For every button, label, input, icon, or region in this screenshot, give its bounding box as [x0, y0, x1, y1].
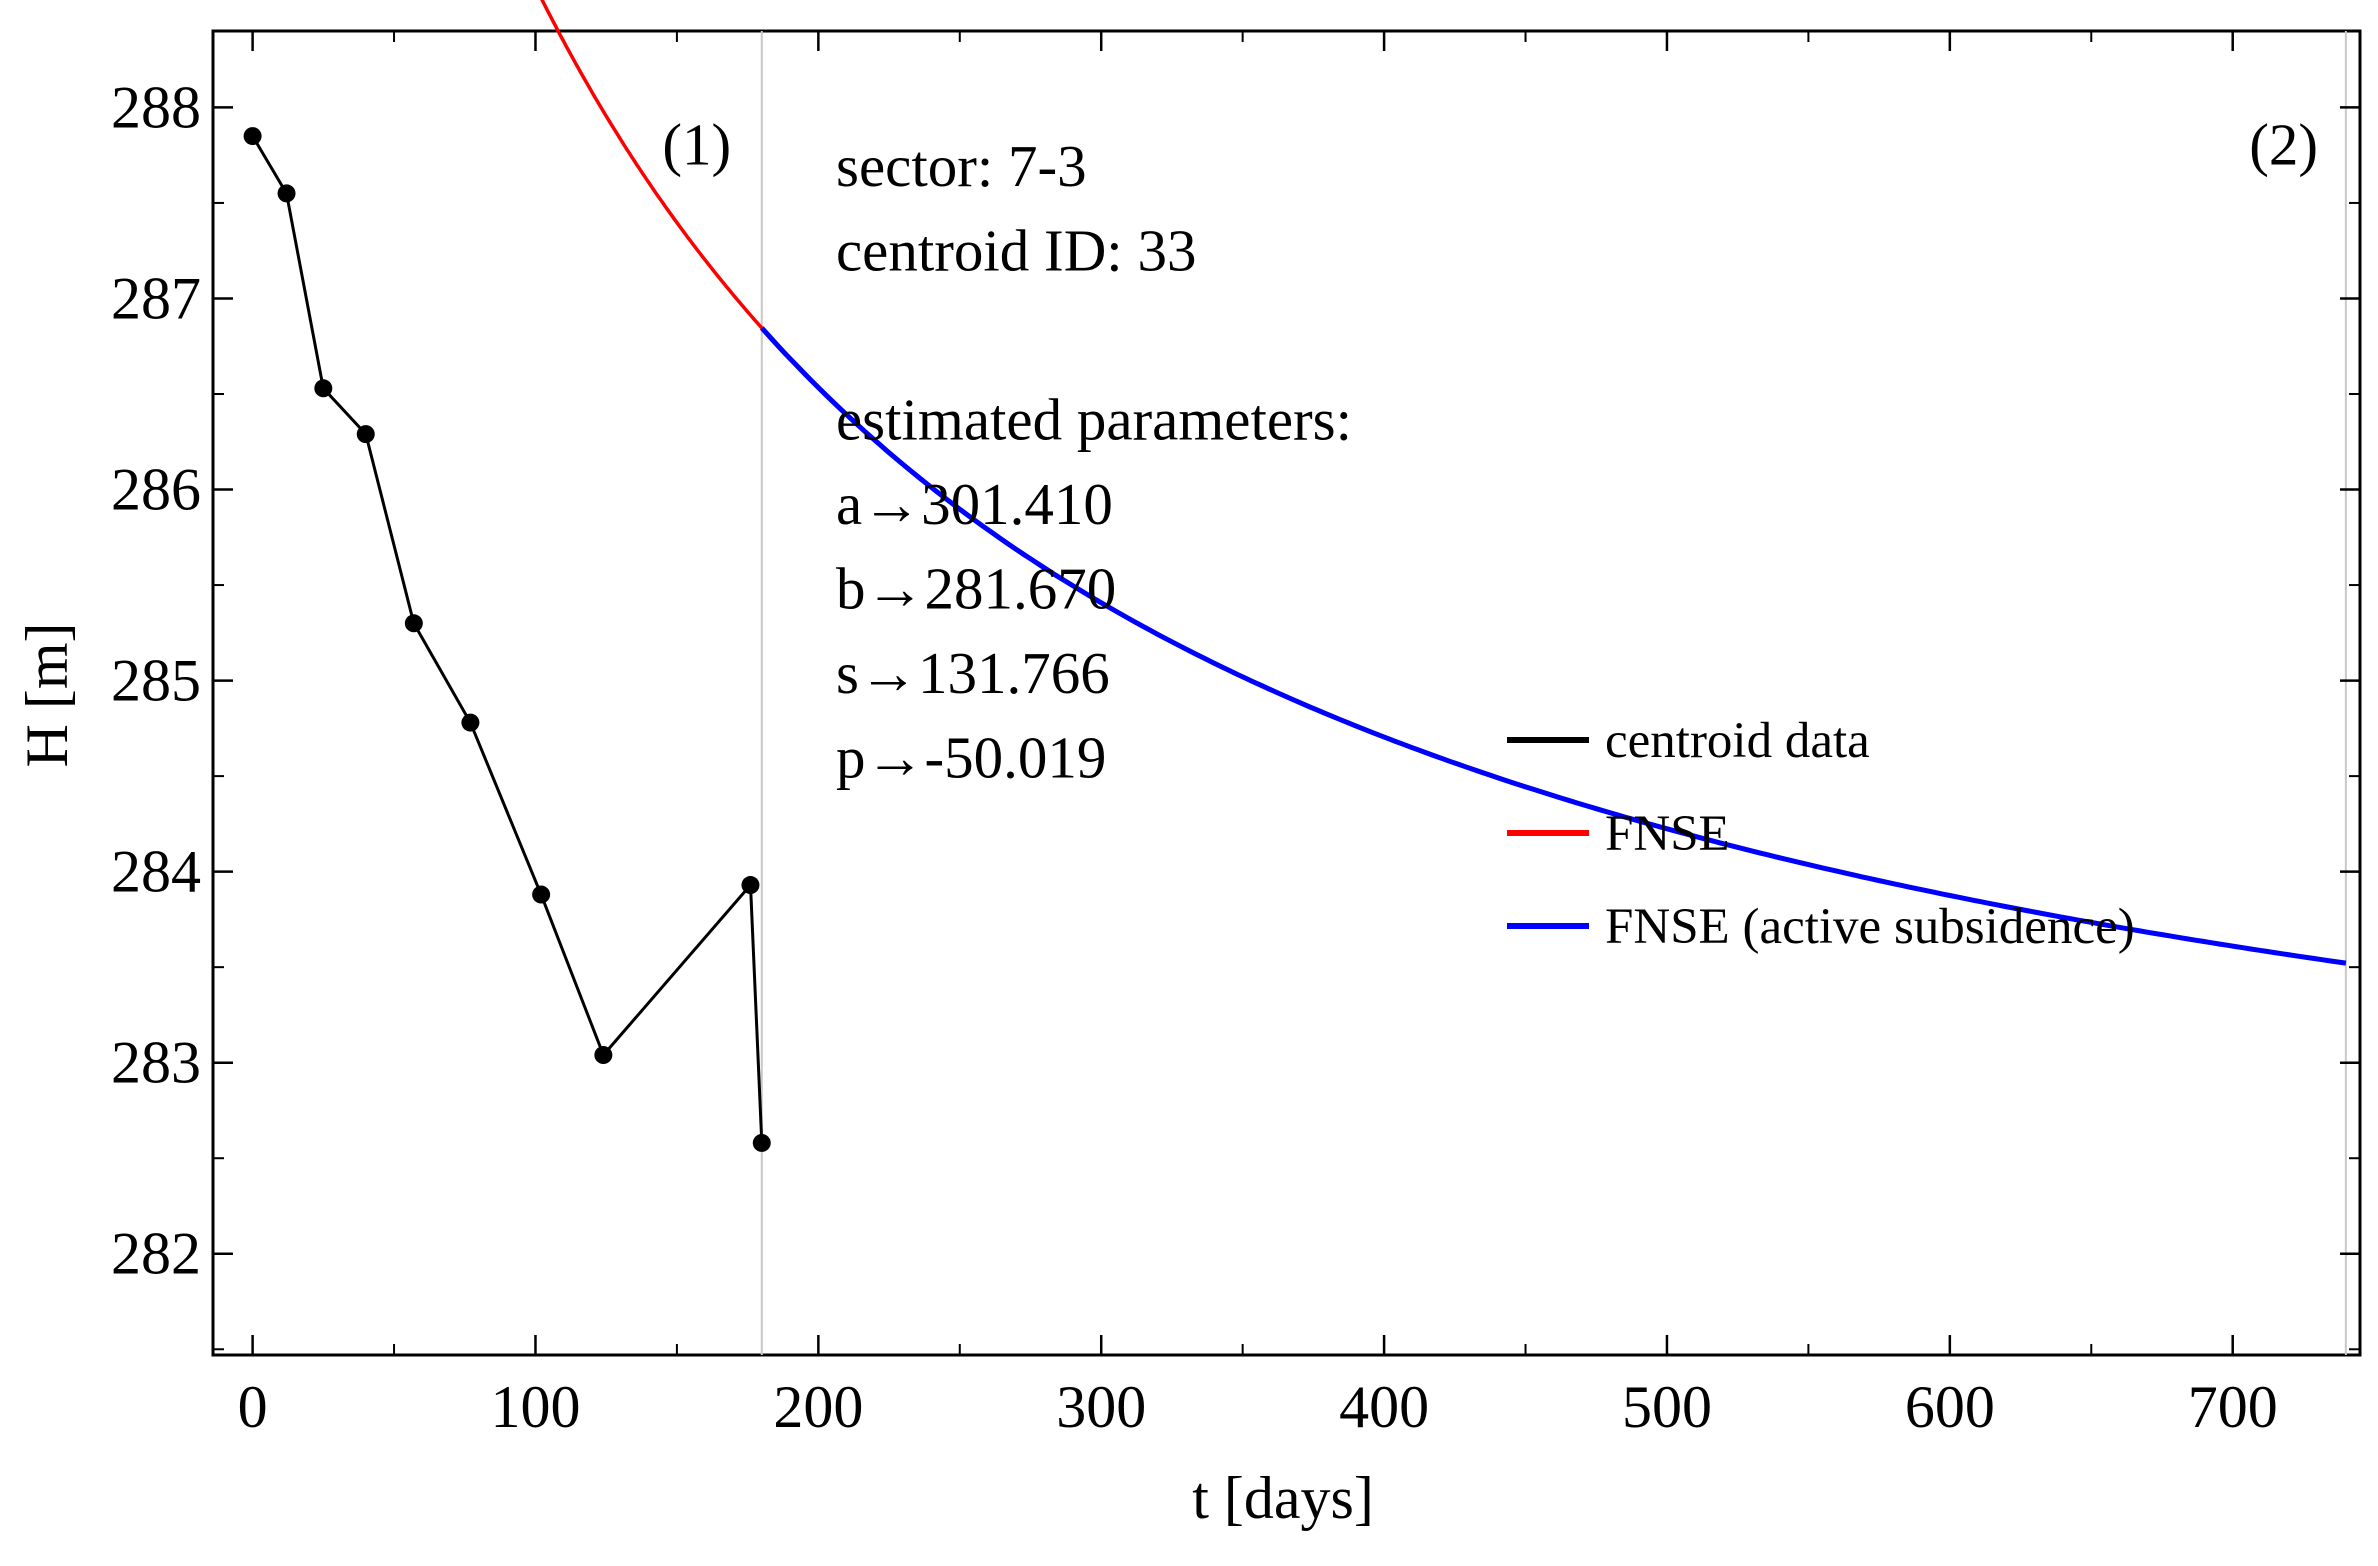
annotation-line: estimated parameters: — [836, 387, 1352, 453]
y-tick-label: 287 — [111, 265, 201, 331]
annotation-line: centroid ID: 33 — [836, 218, 1196, 284]
data-point — [356, 425, 375, 444]
x-tick-label: 400 — [1339, 1374, 1429, 1440]
y-tick-label: 284 — [111, 839, 201, 905]
x-axis-title: t [days] — [1192, 1465, 1374, 1531]
legend-label: FNSE — [1605, 806, 1730, 862]
series-line — [540, 0, 764, 330]
annotation-line: p→-50.019 — [836, 725, 1106, 791]
annotation-line: a→301.410 — [836, 471, 1113, 537]
annotation-line: sector: 7-3 — [836, 133, 1087, 199]
series-line — [251, 135, 764, 1143]
y-tick-label: 282 — [111, 1221, 201, 1287]
region-labels: (1) (2) — [662, 112, 2318, 178]
legend-label: FNSE (active subsidence) — [1605, 899, 2135, 955]
y-axis-title: H [m] — [14, 623, 80, 768]
legend-label: centroid data — [1605, 713, 1870, 769]
y-axis-ticks: 282 283 284 285 286 287 288 — [111, 74, 2360, 1351]
y-tick-label: 285 — [111, 648, 201, 714]
data-point — [277, 184, 296, 203]
x-tick-label: 500 — [1622, 1374, 1712, 1440]
data-point — [594, 1046, 613, 1065]
data-point — [243, 127, 262, 146]
x-tick-label: 200 — [773, 1374, 863, 1440]
series-line — [759, 326, 2347, 966]
data-point — [404, 614, 423, 633]
data-point — [314, 379, 333, 398]
legend: centroid data FNSE FNSE (active subsidence… — [1507, 713, 2135, 955]
x-tick-label: 300 — [1056, 1374, 1146, 1440]
x-axis-ticks: 0 100 200 300 400 500 600 700 — [238, 31, 2278, 1440]
series-layer — [243, 0, 2347, 1152]
annotation-line: s→131.766 — [836, 640, 1110, 706]
annotation-line: b→281.670 — [836, 556, 1116, 622]
data-point — [752, 1133, 771, 1152]
data-point — [532, 885, 551, 904]
x-tick-label: 700 — [2188, 1374, 2278, 1440]
data-point — [741, 876, 760, 895]
y-tick-label: 286 — [111, 457, 201, 523]
x-tick-label: 0 — [238, 1374, 268, 1440]
y-tick-label: 283 — [111, 1030, 201, 1096]
x-tick-label: 100 — [490, 1374, 580, 1440]
plot-frame — [211, 29, 2362, 1357]
y-tick-label: 288 — [111, 74, 201, 140]
data-point — [461, 713, 480, 732]
x-tick-label: 600 — [1905, 1374, 1995, 1440]
region-label: (2) — [2249, 112, 2318, 178]
region-label: (1) — [662, 112, 731, 178]
parameter-annotation: sector: 7-3 centroid ID: 33 estimated para… — [836, 133, 1352, 791]
